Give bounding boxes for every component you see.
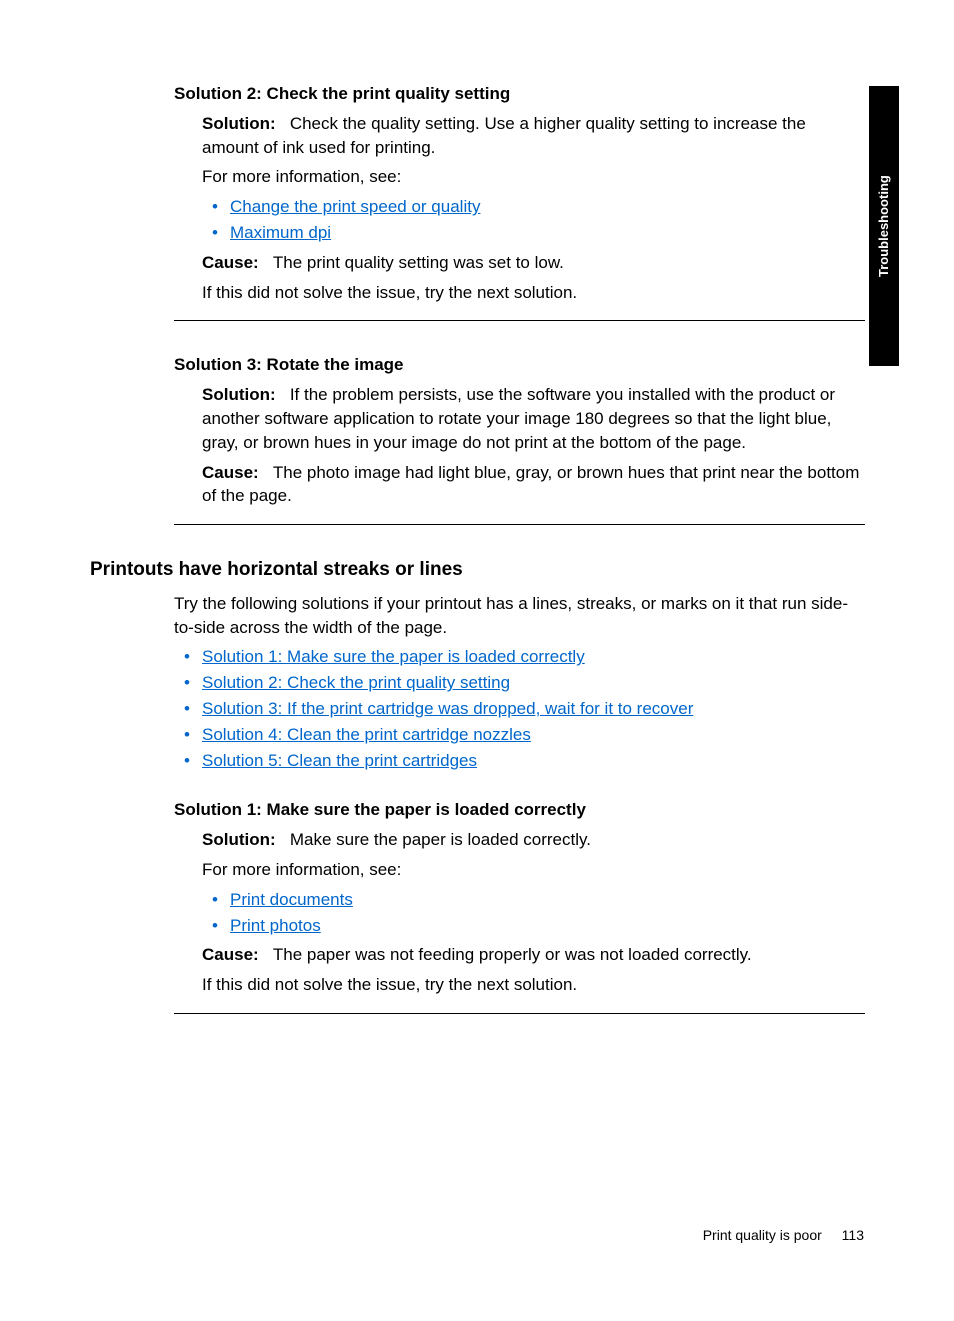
cause-label: Cause: [202, 463, 259, 482]
page-number: 113 [842, 1227, 864, 1243]
solution-3-cause-text: The photo image had light blue, gray, or… [202, 463, 859, 506]
list-item: Print documents [202, 888, 865, 912]
divider [174, 524, 865, 525]
list-item: Solution 2: Check the print quality sett… [174, 671, 865, 695]
section-link-list: Solution 1: Make sure the paper is loade… [174, 645, 865, 772]
divider [174, 1013, 865, 1014]
link-solution-5[interactable]: Solution 5: Clean the print cartridges [202, 751, 477, 770]
solution-label: Solution: [202, 830, 276, 849]
solution-1b-solution-line: Solution: Make sure the paper is loaded … [202, 828, 865, 852]
list-item: Solution 5: Clean the print cartridges [174, 749, 865, 773]
solution-1b-links: Print documents Print photos [202, 888, 865, 938]
link-maximum-dpi[interactable]: Maximum dpi [230, 223, 331, 242]
cause-label: Cause: [202, 945, 259, 964]
section-title: Printouts have horizontal streaks or lin… [90, 557, 865, 584]
solution-2-solution-line: Solution: Check the quality setting. Use… [202, 112, 865, 160]
section-body: Try the following solutions if your prin… [174, 592, 865, 1014]
link-solution-3[interactable]: Solution 3: If the print cartridge was d… [202, 699, 693, 718]
solution-2-cause-line: Cause: The print quality setting was set… [202, 251, 865, 275]
solution-label: Solution: [202, 385, 276, 404]
solution-2-heading: Solution 2: Check the print quality sett… [174, 82, 865, 106]
solution-1b-cause-text: The paper was not feeding properly or wa… [273, 945, 752, 964]
solution-2-try-next: If this did not solve the issue, try the… [202, 281, 865, 305]
solution-1b-more-info: For more information, see: [202, 858, 865, 882]
solution-3-solution-text: If the problem persists, use the softwar… [202, 385, 835, 452]
solution-1b-solution-text: Make sure the paper is loaded correctly. [290, 830, 591, 849]
solution-2-block: Solution 2: Check the print quality sett… [174, 82, 865, 321]
solution-2-body: Solution: Check the quality setting. Use… [202, 112, 865, 305]
solution-3-block: Solution 3: Rotate the image Solution: I… [174, 353, 865, 525]
solution-2-links: Change the print speed or quality Maximu… [202, 195, 865, 245]
solution-1b-body: Solution: Make sure the paper is loaded … [202, 828, 865, 997]
link-solution-4[interactable]: Solution 4: Clean the print cartridge no… [202, 725, 531, 744]
solution-2-cause-text: The print quality setting was set to low… [273, 253, 564, 272]
list-item: Print photos [202, 914, 865, 938]
list-item: Maximum dpi [202, 221, 865, 245]
side-tab-label: Troubleshooting [875, 175, 893, 277]
footer-text: Print quality is poor [703, 1227, 822, 1243]
link-print-documents[interactable]: Print documents [230, 890, 353, 909]
page-footer: Print quality is poor 113 [703, 1226, 864, 1246]
list-item: Solution 1: Make sure the paper is loade… [174, 645, 865, 669]
section-intro: Try the following solutions if your prin… [174, 592, 865, 640]
solution-2-more-info: For more information, see: [202, 165, 865, 189]
solution-3-cause-line: Cause: The photo image had light blue, g… [202, 461, 865, 509]
list-item: Solution 3: If the print cartridge was d… [174, 697, 865, 721]
side-tab: Troubleshooting [869, 86, 899, 366]
link-change-print-speed[interactable]: Change the print speed or quality [230, 197, 480, 216]
page-content: Solution 2: Check the print quality sett… [90, 82, 865, 1046]
list-item: Change the print speed or quality [202, 195, 865, 219]
cause-label: Cause: [202, 253, 259, 272]
solution-3-body: Solution: If the problem persists, use t… [202, 383, 865, 508]
solution-3-heading: Solution 3: Rotate the image [174, 353, 865, 377]
solution-label: Solution: [202, 114, 276, 133]
solution-1b-try-next: If this did not solve the issue, try the… [202, 973, 865, 997]
solution-3-solution-line: Solution: If the problem persists, use t… [202, 383, 865, 454]
list-item: Solution 4: Clean the print cartridge no… [174, 723, 865, 747]
divider [174, 320, 865, 321]
link-print-photos[interactable]: Print photos [230, 916, 321, 935]
solution-1b-cause-line: Cause: The paper was not feeding properl… [202, 943, 865, 967]
link-solution-2[interactable]: Solution 2: Check the print quality sett… [202, 673, 510, 692]
solution-2-solution-text: Check the quality setting. Use a higher … [202, 114, 806, 157]
link-solution-1[interactable]: Solution 1: Make sure the paper is loade… [202, 647, 585, 666]
solution-1b-heading: Solution 1: Make sure the paper is loade… [174, 798, 865, 822]
